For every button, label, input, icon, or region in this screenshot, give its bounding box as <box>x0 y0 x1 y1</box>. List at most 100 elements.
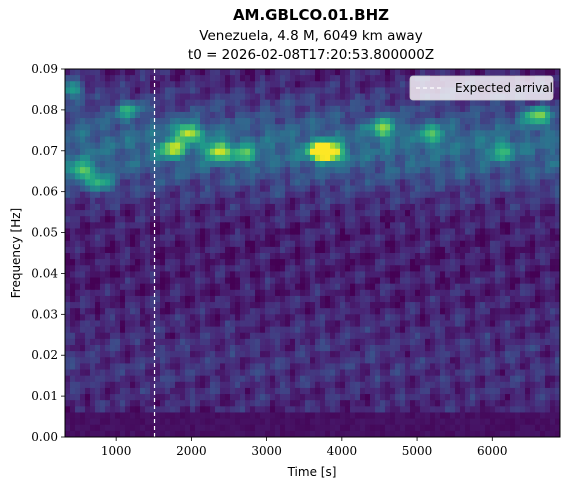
heatmap-cell <box>170 253 176 260</box>
heatmap-cell <box>180 234 186 242</box>
heatmap-cell <box>255 320 261 328</box>
heatmap-cell <box>250 332 256 340</box>
heatmap-cell <box>520 179 526 187</box>
heatmap-cell <box>525 363 531 371</box>
heatmap-cell <box>350 222 356 230</box>
heatmap-cell <box>350 154 356 162</box>
heatmap-cell <box>545 338 551 346</box>
heatmap-cell <box>415 302 421 309</box>
heatmap-cell <box>285 363 291 371</box>
heatmap-cell <box>245 314 251 322</box>
heatmap-cell <box>160 75 166 82</box>
heatmap-cell <box>515 142 521 150</box>
heatmap-cell <box>435 142 441 150</box>
heatmap-cell <box>255 289 261 297</box>
heatmap-cell <box>390 302 396 309</box>
heatmap-cell <box>450 369 456 377</box>
heatmap-cell <box>510 161 516 168</box>
heatmap-cell <box>365 130 371 138</box>
heatmap-cell <box>250 271 256 279</box>
heatmap-cell <box>430 289 436 297</box>
heatmap-cell <box>295 234 301 242</box>
heatmap-cell <box>300 81 306 88</box>
heatmap-cell <box>135 240 141 248</box>
heatmap-cell <box>285 246 291 254</box>
heatmap-cell <box>545 289 551 297</box>
heatmap-cell <box>430 124 436 131</box>
heatmap-cell <box>285 302 291 309</box>
heatmap-cell <box>230 179 236 187</box>
heatmap-cell <box>85 130 91 138</box>
heatmap-cell <box>385 203 391 211</box>
heatmap-cell <box>220 142 226 150</box>
heatmap-cell <box>435 99 441 107</box>
heatmap-cell <box>190 105 196 113</box>
heatmap-cell <box>150 161 156 168</box>
heatmap-cell <box>330 185 336 193</box>
heatmap-cell <box>530 136 536 144</box>
heatmap-cell <box>300 295 306 303</box>
heatmap-cell <box>470 161 476 168</box>
heatmap-cell <box>295 369 301 377</box>
heatmap-cell <box>405 283 411 291</box>
heatmap-cell <box>155 81 161 88</box>
heatmap-cell <box>520 222 526 230</box>
heatmap-cell <box>405 185 411 193</box>
heatmap-cell <box>245 216 251 223</box>
heatmap-cell <box>530 259 536 266</box>
heatmap-cell <box>405 179 411 187</box>
heatmap-cell <box>130 369 136 377</box>
heatmap-cell <box>360 124 366 131</box>
heatmap-cell <box>160 167 166 174</box>
heatmap-cell <box>130 295 136 303</box>
heatmap-cell <box>265 338 271 346</box>
heatmap-cell <box>270 277 276 285</box>
heatmap-cell <box>535 191 541 199</box>
heatmap-cell <box>145 130 151 138</box>
heatmap-cell <box>335 283 341 291</box>
heatmap-cell <box>465 167 471 174</box>
heatmap-cell <box>450 363 456 371</box>
heatmap-cell <box>130 161 136 168</box>
heatmap-cell <box>75 314 81 322</box>
heatmap-cell <box>525 265 531 272</box>
heatmap-cell <box>105 222 111 230</box>
heatmap-cell <box>260 308 266 315</box>
heatmap-cell <box>475 271 481 279</box>
heatmap-cell <box>85 314 91 322</box>
heatmap-cell <box>315 259 321 266</box>
heatmap-cell <box>95 130 101 138</box>
heatmap-cell <box>145 216 151 223</box>
heatmap-cell <box>225 148 231 156</box>
heatmap-cell <box>390 234 396 242</box>
heatmap-cell <box>545 124 551 131</box>
heatmap-cell <box>260 99 266 107</box>
heatmap-cell <box>505 111 511 119</box>
heatmap-cell <box>545 142 551 150</box>
heatmap-cell <box>495 111 501 119</box>
heatmap-cell <box>65 234 71 242</box>
heatmap-cell <box>195 363 201 371</box>
heatmap-cell <box>225 130 231 138</box>
heatmap-cell <box>220 203 226 211</box>
heatmap-cell <box>205 136 211 144</box>
heatmap-cell <box>110 222 116 230</box>
heatmap-cell <box>305 136 311 144</box>
heatmap-cell <box>515 326 521 334</box>
heatmap-cell <box>235 351 241 358</box>
heatmap-cell <box>410 136 416 144</box>
heatmap-cell <box>205 240 211 248</box>
heatmap-cell <box>230 369 236 377</box>
heatmap-cell <box>385 124 391 131</box>
heatmap-cell <box>465 357 471 364</box>
heatmap-cell <box>135 375 141 383</box>
heatmap-cell <box>365 295 371 303</box>
heatmap-cell <box>175 93 181 101</box>
heatmap-cell <box>485 173 491 180</box>
heatmap-cell <box>125 253 131 260</box>
heatmap-cell <box>505 338 511 346</box>
heatmap-cell <box>460 271 466 279</box>
heatmap-cell <box>365 148 371 156</box>
heatmap-cell <box>440 124 446 131</box>
heatmap-cell <box>150 320 156 328</box>
